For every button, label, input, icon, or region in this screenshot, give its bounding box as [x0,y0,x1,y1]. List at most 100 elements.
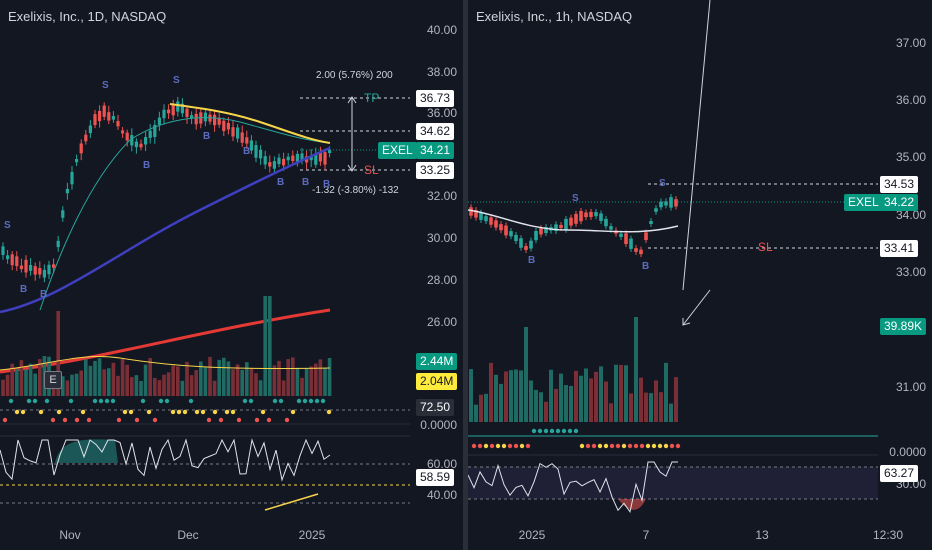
volume-bar [70,374,74,396]
volume-bar [107,368,111,396]
indicator-dot [254,417,260,423]
volume-bar [93,360,97,396]
price-axis-label: 0.0000 [420,418,457,432]
indicator-dot [20,409,26,415]
volume-bar [669,403,673,422]
candle-body [314,154,318,165]
indicator-dot [290,409,296,415]
candle-body [624,233,628,245]
price-axis-label: 35.00 [895,150,926,164]
indicator-dot [56,409,62,415]
indicator-dot [260,409,266,415]
sell-signal: S [572,193,579,204]
candle-body [569,217,573,226]
volume-bar [148,358,152,396]
indicator-dot [80,409,86,415]
date-axis-label: Nov [59,528,81,542]
candle-body [102,105,106,117]
earnings-marker[interactable]: E [44,371,62,389]
candle-body [107,112,111,121]
price-axis-label: 38.00 [426,65,457,79]
candle-body [589,211,593,218]
volume-bar [208,356,212,396]
buy-signal: B [20,284,28,295]
volume-bar [157,380,162,396]
indicator-dot [236,417,242,423]
osc-value-tag: 58.59 [416,469,455,486]
pane-divider[interactable] [463,0,468,550]
volume-ma-tag: 2.04M [416,373,458,390]
volume-bar [479,394,483,422]
price-axis-label: 28.00 [426,273,457,287]
daily-chart-canvas[interactable] [0,0,463,550]
volume-bar [235,364,240,396]
volume-bar [10,363,14,396]
volume-bar [15,368,19,396]
volume-bar [604,381,608,422]
volume-bar [56,311,60,396]
indicator-dot [669,443,675,449]
chart-title-daily: Exelixis, Inc., 1D, NASDAQ [8,9,167,24]
indicator-dot [320,398,326,404]
volume-bar [1,379,5,396]
indicator-dot [585,443,591,449]
candle-body [674,199,678,207]
chart-pane-daily[interactable]: Exelixis, Inc., 1D, NASDAQ 40.00 38.00 3… [0,0,463,550]
indicator-dot [489,443,495,449]
indicator-dot [621,443,627,449]
osc-band [468,467,878,499]
candle-body [1,246,5,256]
volume-bar [245,362,249,396]
indicator-dot [50,417,56,423]
volume-bar [327,357,332,396]
hourly-chart-canvas[interactable] [468,0,932,550]
volume-bar [180,380,185,396]
volume-bar [134,375,139,396]
candle-body [659,201,663,208]
indicator-dot [639,443,645,449]
indicator-dot [98,398,104,404]
candle-body [504,225,508,236]
date-axis-label: 7 [642,528,650,542]
volume-bar [609,403,613,422]
candle-body [38,267,42,275]
indicator-dot [14,409,20,415]
volume-bar [249,368,254,396]
last-price-tag: 34.22 [880,194,919,211]
indicator-dot [218,417,224,423]
candle-body [544,227,548,234]
candle-body [254,145,258,158]
candle-body [594,211,598,217]
candle-body [98,110,102,122]
date-axis-label: 2025 [518,528,546,542]
candle-body [231,127,235,137]
volume-bar [277,360,281,396]
indicator-dot [627,443,633,449]
candle-body [291,155,295,162]
dots-value-tag: 72.50 [416,399,455,416]
sl-label: SL [364,163,379,177]
candle-body [245,137,249,144]
candle-body [217,117,221,125]
indicator-dot [248,398,254,404]
candle-body [148,130,152,138]
candle-body [134,141,138,148]
candle-body [111,116,115,120]
volume-bar [176,366,180,396]
ma-blue-line [0,146,331,314]
indicator-dot [537,428,543,434]
volume-bar [125,364,129,396]
indicator-dot [206,417,212,423]
volume-bar [559,373,563,422]
indicator-dot [501,443,507,449]
candle-body [519,238,523,248]
indicator-dot [38,409,44,415]
candle-body [61,210,65,218]
indicator-dot [591,443,597,449]
chart-pane-hourly[interactable]: Exelixis, Inc., 1h, NASDAQ 37.00 36.00 3… [468,0,932,550]
candle-body [669,197,673,208]
indicator-dot [675,443,681,449]
candle-body [93,114,97,126]
price-axis-label: 40.00 [426,23,457,37]
volume-bar [28,363,33,396]
